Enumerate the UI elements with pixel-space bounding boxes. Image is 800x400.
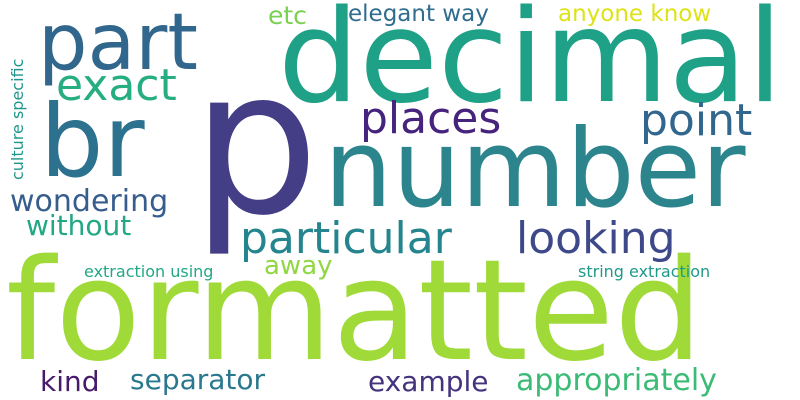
word-culture-specific: culture specific bbox=[8, 58, 27, 180]
word-kind: kind bbox=[40, 365, 100, 398]
word-looking: looking bbox=[516, 213, 676, 264]
word-appropriately: appropriately bbox=[516, 363, 717, 398]
word-formatted: formatted bbox=[6, 230, 703, 393]
word-etc: etc bbox=[268, 1, 307, 30]
word-places: places bbox=[360, 93, 502, 144]
word-p: p bbox=[192, 27, 319, 260]
word-point: point bbox=[640, 95, 753, 146]
word-extraction-using: extraction using bbox=[84, 262, 214, 281]
word-away: away bbox=[264, 251, 333, 281]
word-anyone-know: anyone know bbox=[558, 1, 712, 27]
word-wondering: wondering bbox=[10, 184, 169, 219]
word-number: number bbox=[324, 107, 746, 232]
word-without: without bbox=[26, 209, 132, 242]
word-separator: separator bbox=[130, 363, 266, 396]
word-decimal: decimal bbox=[278, 0, 783, 132]
word-exact: exact bbox=[56, 60, 177, 111]
word-part: part bbox=[38, 0, 198, 88]
word-example: example bbox=[368, 365, 489, 398]
word-br: br bbox=[40, 83, 145, 200]
word-particular: particular bbox=[240, 213, 452, 264]
word-elegant-way: elegant way bbox=[348, 1, 489, 27]
word-string-extraction: string extraction bbox=[578, 262, 711, 281]
